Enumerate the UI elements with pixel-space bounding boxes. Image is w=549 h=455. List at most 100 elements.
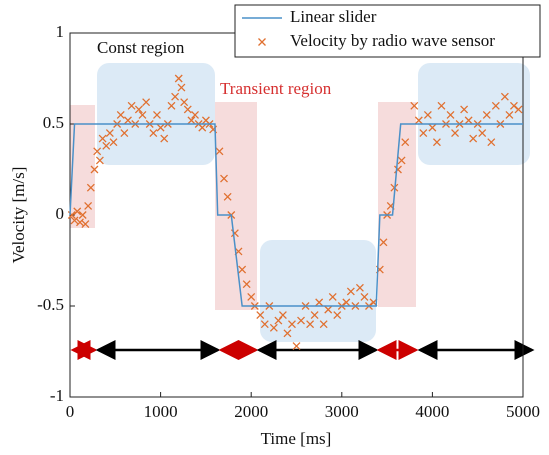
marker [149,129,158,138]
marker [460,105,469,114]
marker [90,165,99,174]
marker [105,129,114,138]
marker [342,298,351,307]
marker [446,110,455,119]
marker [174,74,183,83]
const-region [418,63,530,165]
marker [120,129,129,138]
marker [191,110,199,119]
y-tick-label: 1 [56,22,65,41]
marker [138,110,147,119]
marker [297,316,305,325]
marker [505,110,514,119]
marker [78,211,87,219]
marker [278,311,287,320]
marker [464,116,473,125]
marker [183,105,192,114]
marker [333,311,342,320]
marker [324,305,333,314]
marker [84,201,93,210]
transient-region [378,102,416,307]
marker [134,105,143,114]
x-tick-label: 2000 [234,402,268,421]
marker [401,138,410,147]
marker [310,311,319,320]
marker [220,174,228,183]
marker [98,134,107,143]
marker [288,320,296,329]
legend-label: Linear slider [290,7,377,26]
regions [70,63,530,342]
y-tick-label: -1 [50,386,64,405]
marker [397,156,406,165]
legend-label: Velocity by radio wave sensor [290,31,495,50]
scatter-series [67,74,523,350]
marker [437,101,446,110]
marker [93,147,102,156]
marker [73,207,82,216]
marker [109,138,118,147]
y-tick-label: -0.5 [37,295,64,314]
marker [102,141,111,150]
marker [394,165,402,174]
marker [269,323,278,332]
series-line [69,123,523,307]
marker [292,342,301,350]
marker [482,110,491,119]
marker [274,316,283,325]
marker [319,320,328,329]
const-region [260,240,376,342]
marker [160,134,169,143]
marker [171,92,180,101]
marker [346,287,355,296]
x-tick-label: 5000 [506,402,540,421]
annotation: Const region [97,38,185,57]
marker [514,105,523,114]
marker [360,292,369,301]
marker [328,292,337,301]
y-tick-label: 0 [56,204,65,223]
x-tick-label: 4000 [415,402,449,421]
marker [423,110,432,119]
x-tick-label: 0 [66,402,75,421]
y-tick-label: 0.5 [43,113,64,132]
marker [153,110,161,119]
marker [315,298,324,307]
marker [198,123,207,132]
marker [247,292,256,301]
marker [76,218,84,227]
marker [180,98,189,107]
marker [419,129,428,138]
marker [95,156,104,165]
marker [379,238,388,247]
marker [500,92,509,101]
marker [410,101,419,110]
annotation: Transient region [220,79,332,98]
marker [260,320,269,329]
marker [355,283,364,292]
marker [142,98,151,107]
transient-region [215,102,257,310]
marker [238,265,247,274]
marker [487,138,496,147]
marker [469,134,478,143]
marker [116,110,125,119]
marker [156,123,165,132]
marker [127,101,136,110]
marker [86,183,95,192]
legend [234,4,541,58]
marker [256,311,265,320]
marker [242,280,251,289]
marker [283,329,292,338]
marker [177,83,186,92]
marker [215,147,224,156]
marker [451,129,460,138]
marker [187,116,196,125]
marker [414,116,423,125]
marker [124,116,132,125]
marker [306,320,315,329]
marker [81,220,90,229]
marker [491,101,500,110]
marker [478,129,487,138]
